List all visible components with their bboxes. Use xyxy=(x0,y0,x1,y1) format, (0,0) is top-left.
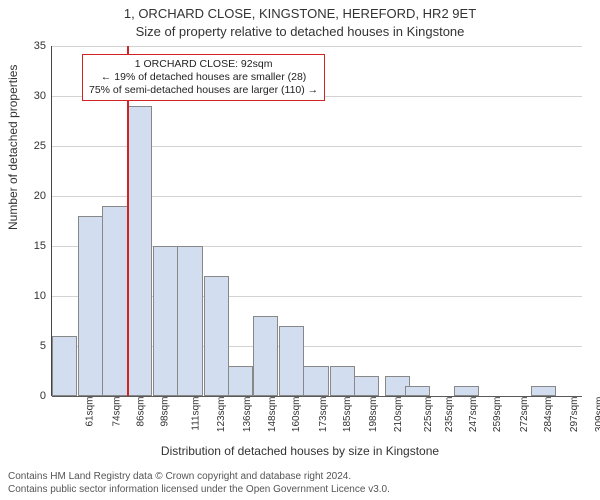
x-tick-label: 284sqm xyxy=(543,397,554,433)
x-tick-label: 297sqm xyxy=(569,397,580,433)
x-axis-label: Distribution of detached houses by size … xyxy=(0,444,600,458)
y-tick-label: 20 xyxy=(34,190,46,202)
x-tick-label: 210sqm xyxy=(393,397,404,433)
x-tick-label: 74sqm xyxy=(111,397,122,427)
x-tick-label: 225sqm xyxy=(423,397,434,433)
x-tick-label: 173sqm xyxy=(318,397,329,433)
footer-line1: Contains HM Land Registry data © Crown c… xyxy=(8,470,390,483)
histogram-bar xyxy=(78,216,103,396)
histogram-bar xyxy=(330,366,355,396)
y-tick-label: 30 xyxy=(34,90,46,102)
footer-attribution: Contains HM Land Registry data © Crown c… xyxy=(8,470,390,496)
x-tick-label: 309sqm xyxy=(594,397,600,433)
histogram-bar xyxy=(279,326,304,396)
histogram-bar xyxy=(405,386,430,396)
x-tick-label: 136sqm xyxy=(243,397,254,433)
x-tick-label: 272sqm xyxy=(519,397,530,433)
histogram-bar xyxy=(354,376,379,396)
callout-line: 1 ORCHARD CLOSE: 92sqm xyxy=(89,58,318,71)
grid-line xyxy=(52,46,582,47)
histogram-bar xyxy=(531,386,556,396)
histogram-bar xyxy=(127,106,152,396)
callout-line: 75% of semi-detached houses are larger (… xyxy=(89,84,318,97)
histogram-bar xyxy=(177,246,202,396)
x-tick-label: 235sqm xyxy=(444,397,455,433)
marker-callout: 1 ORCHARD CLOSE: 92sqm← 19% of detached … xyxy=(82,54,325,101)
callout-line: ← 19% of detached houses are smaller (28… xyxy=(89,71,318,84)
histogram-bar xyxy=(454,386,479,396)
histogram-bar xyxy=(204,276,229,396)
histogram-bar xyxy=(153,246,178,396)
plot-area: 0510152025303561sqm74sqm86sqm98sqm111sqm… xyxy=(52,46,582,396)
x-tick-label: 86sqm xyxy=(135,397,146,427)
x-tick-label: 247sqm xyxy=(468,397,479,433)
histogram-bar xyxy=(253,316,278,396)
footer-line2: Contains public sector information licen… xyxy=(8,483,390,496)
y-tick-label: 0 xyxy=(40,390,46,402)
chart-title-line2: Size of property relative to detached ho… xyxy=(0,24,600,39)
y-tick-label: 5 xyxy=(40,340,46,352)
y-axis-label: Number of detached properties xyxy=(6,65,20,230)
histogram-bar xyxy=(102,206,127,396)
histogram-bar xyxy=(303,366,328,396)
y-tick-label: 35 xyxy=(34,40,46,52)
x-tick-label: 160sqm xyxy=(291,397,302,433)
x-tick-label: 148sqm xyxy=(267,397,278,433)
chart-container: 1, ORCHARD CLOSE, KINGSTONE, HEREFORD, H… xyxy=(0,0,600,500)
x-tick-label: 259sqm xyxy=(492,397,503,433)
x-tick-label: 198sqm xyxy=(368,397,379,433)
y-tick-label: 10 xyxy=(34,290,46,302)
histogram-bar xyxy=(228,366,253,396)
x-tick-label: 123sqm xyxy=(216,397,227,433)
y-tick-label: 25 xyxy=(34,140,46,152)
x-tick-label: 98sqm xyxy=(160,397,171,427)
x-tick-label: 111sqm xyxy=(190,397,201,431)
y-tick-label: 15 xyxy=(34,240,46,252)
x-tick-label: 185sqm xyxy=(342,397,353,433)
histogram-bar xyxy=(52,336,77,396)
chart-title-line1: 1, ORCHARD CLOSE, KINGSTONE, HEREFORD, H… xyxy=(0,6,600,21)
x-tick-label: 61sqm xyxy=(85,397,96,427)
